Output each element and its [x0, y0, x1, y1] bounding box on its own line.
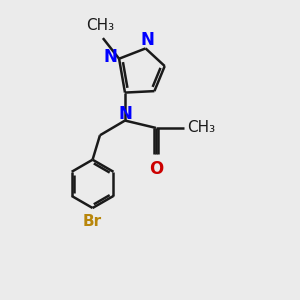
Text: O: O	[149, 160, 164, 178]
Text: CH₃: CH₃	[86, 18, 115, 33]
Text: Br: Br	[83, 214, 102, 229]
Text: N: N	[104, 48, 118, 66]
Text: N: N	[118, 105, 132, 123]
Text: CH₃: CH₃	[187, 120, 215, 135]
Text: N: N	[140, 31, 154, 49]
